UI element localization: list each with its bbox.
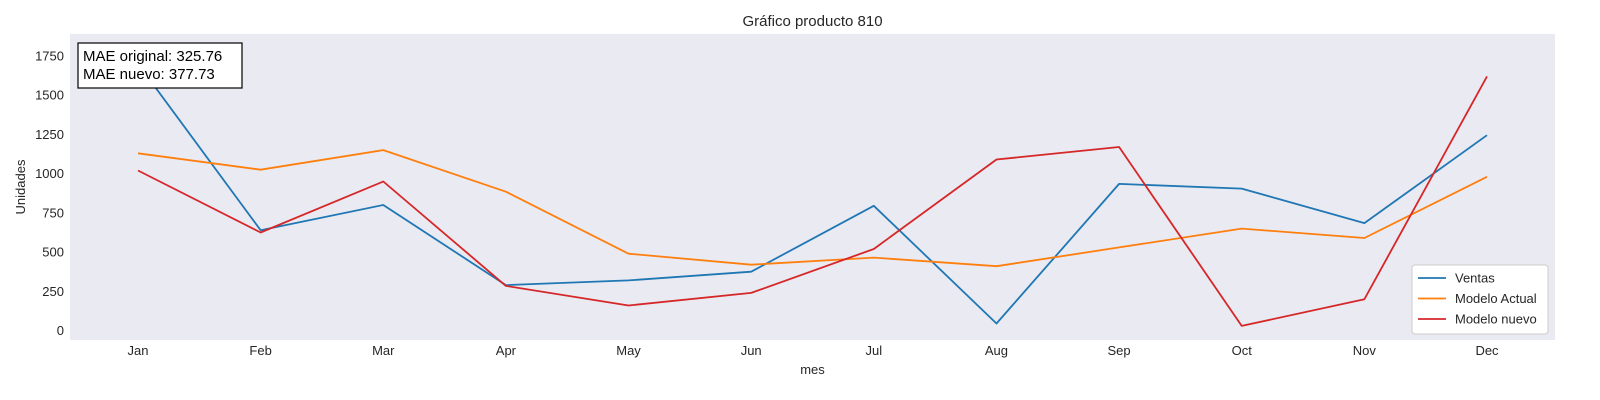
legend-label: Modelo Actual [1455, 291, 1537, 306]
plot-area [70, 34, 1555, 340]
y-tick-label: 500 [42, 245, 64, 260]
x-axis-label: mes [800, 362, 825, 377]
x-tick-label: Mar [372, 343, 395, 358]
x-tick-label: Apr [496, 343, 517, 358]
y-tick-label: 750 [42, 205, 64, 220]
y-tick-label: 1000 [35, 166, 64, 181]
y-tick-labels: 0 250 500 750 1000 1250 1500 1750 [35, 48, 64, 338]
series-layer [137, 63, 1488, 327]
x-tick-label: Jan [128, 343, 149, 358]
legend-label: Modelo nuevo [1455, 312, 1537, 327]
x-tick-label: Feb [249, 343, 271, 358]
mae-annotation-box: MAE original: 325.76 MAE nuevo: 377.73 [77, 42, 243, 89]
x-tick-label: May [616, 343, 641, 358]
x-tick-label: Oct [1232, 343, 1253, 358]
y-tick-label: 0 [57, 323, 64, 338]
series-line-ventas [137, 63, 1488, 325]
x-tick-label: Aug [985, 343, 1008, 358]
x-tick-labels: Jan Feb Mar Apr May Jun Jul Aug Sep Oct Nov Dec [128, 343, 1500, 358]
y-tick-label: 1250 [35, 127, 64, 142]
legend: Ventas Modelo Actual Modelo nuevo [1411, 264, 1549, 335]
mae-original-text: MAE original: 325.76 [83, 48, 222, 65]
x-tick-label: Nov [1353, 343, 1377, 358]
y-tick-label: 1750 [35, 48, 64, 63]
legend-label: Ventas [1455, 271, 1495, 286]
chart-title: Gráfico producto 810 [742, 13, 882, 30]
x-tick-label: Jul [866, 343, 883, 358]
x-tick-label: Sep [1108, 343, 1131, 358]
x-tick-label: Dec [1475, 343, 1499, 358]
y-axis-label: Unidades [13, 159, 28, 214]
mae-nuevo-text: MAE nuevo: 377.73 [83, 66, 215, 83]
series-line-modelo-nuevo [137, 75, 1488, 327]
annotation-frame [77, 42, 243, 89]
legend-frame [1411, 264, 1549, 335]
y-tick-label: 1500 [35, 88, 64, 103]
y-tick-label: 250 [42, 284, 64, 299]
x-tick-label: Jun [741, 343, 762, 358]
series-line-modelo-actual [137, 149, 1488, 268]
